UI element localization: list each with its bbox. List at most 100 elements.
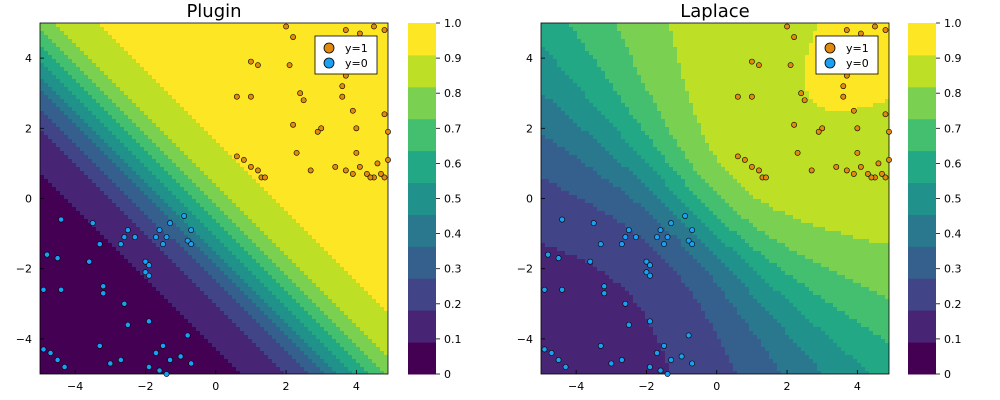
contour-cell [40,95,45,100]
contour-cell [200,99,205,104]
contour-cell [56,131,61,136]
contour-cell [92,23,97,28]
contour-cell [76,351,81,356]
contour-cell [192,131,197,136]
contour-cell [220,199,225,204]
contour-cell [244,175,249,180]
contour-cell [160,327,165,332]
contour-cell [232,299,237,304]
contour-cell [96,283,101,288]
contour-cell [216,259,221,264]
contour-cell [244,299,249,304]
contour-cell [152,303,157,308]
contour-cell [196,87,201,92]
contour-cell [220,55,225,60]
contour-cell [76,207,81,212]
contour-cell [164,243,169,248]
contour-cell [264,59,269,64]
contour-cell [204,51,209,56]
contour-cell [164,55,169,60]
contour-cell [252,327,257,332]
contour-cell [244,263,249,268]
contour-cell [48,103,53,108]
contour-cell [76,127,81,132]
contour-cell [56,55,61,60]
contour-cell [188,107,193,112]
contour-cell [60,51,65,56]
contour-cell [172,67,177,72]
contour-cell [148,299,153,304]
contour-cell [92,339,97,344]
contour-cell [168,23,173,28]
contour-cell [128,123,133,128]
contour-cell [172,47,177,52]
contour-cell [60,367,65,372]
contour-cell [156,275,161,280]
contour-cell [60,131,65,136]
contour-cell [252,203,257,208]
contour-cell [120,39,125,44]
contour-cell [44,243,49,248]
contour-cell [160,63,165,68]
contour-cell [116,143,121,148]
contour-cell [256,79,261,84]
contour-cell [40,351,45,356]
contour-cell [208,127,213,132]
contour-cell [120,31,125,36]
contour-cell [164,367,169,372]
contour-cell [96,99,101,104]
contour-cell [172,215,177,220]
contour-cell [116,291,121,296]
contour-cell [68,87,73,92]
contour-cell [192,299,197,304]
contour-cell [108,67,113,72]
contour-cell [136,119,141,124]
contour-cell [120,147,125,152]
contour-cell [120,267,125,272]
contour-cell [216,219,221,224]
contour-cell [256,323,261,328]
contour-cell [144,239,149,244]
contour-cell [60,171,65,176]
contour-cell [196,319,201,324]
contour-cell [204,223,209,228]
contour-cell [100,363,105,368]
contour-cell [172,167,177,172]
contour-cell [108,235,113,240]
contour-cell [176,255,181,260]
contour-cell [116,163,121,168]
contour-cell [212,179,217,184]
contour-cell [260,51,265,56]
contour-cell [192,371,197,374]
contour-cell [236,203,241,208]
contour-cell [196,123,201,128]
contour-cell [132,27,137,32]
contour-cell [60,35,65,40]
contour-cell [192,23,197,28]
contour-cell [140,115,145,120]
contour-cell [180,75,185,80]
contour-cell [184,339,189,344]
contour-cell [124,155,129,160]
contour-cell [104,79,109,84]
contour-cell [132,47,137,52]
contour-cell [224,239,229,244]
contour-cell [252,343,257,348]
contour-cell [84,67,89,72]
contour-cell [240,227,245,232]
contour-cell [156,183,161,188]
contour-cell [252,335,257,340]
contour-cell [184,199,189,204]
contour-cell [260,103,265,108]
contour-cell [200,311,205,316]
contour-cell [244,71,249,76]
contour-cell [224,283,229,288]
contour-cell [180,207,185,212]
contour-cell [252,131,257,136]
contour-cell [60,183,65,188]
contour-cell [160,159,165,164]
contour-cell [132,251,137,256]
contour-cell [48,39,53,44]
contour-cell [204,303,209,308]
contour-cell [124,127,129,132]
